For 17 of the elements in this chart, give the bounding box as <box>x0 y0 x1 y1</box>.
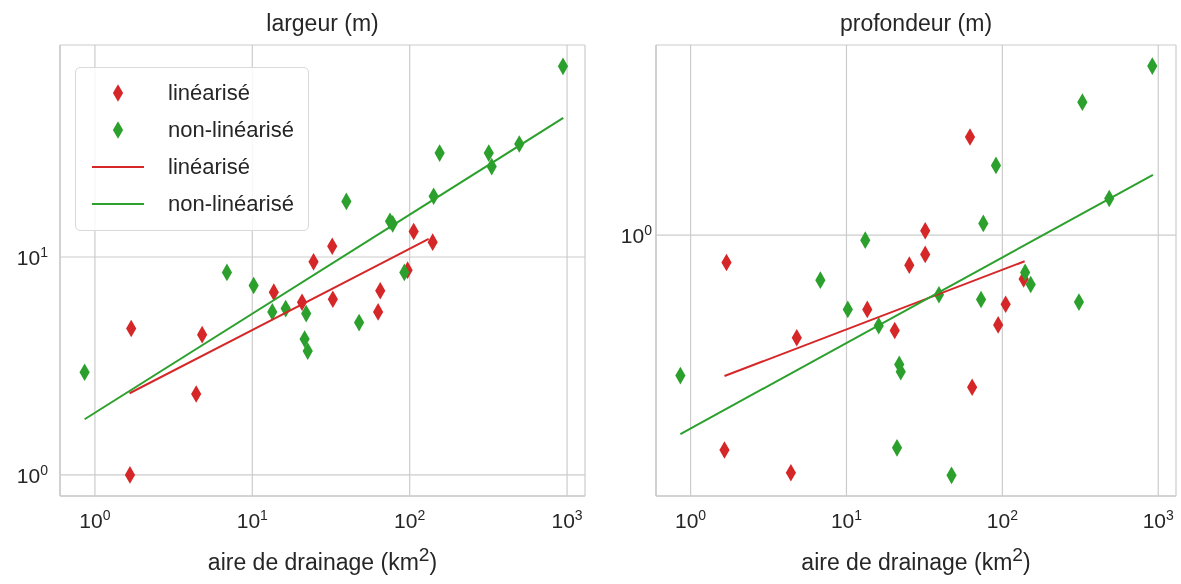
x-tick-label: 10$^{3}$ <box>1142 507 1175 532</box>
chart-title: profondeur (m) <box>838 9 994 38</box>
x-axis-title: aire de drainage (km$^{2}$) <box>206 544 439 576</box>
text: 10$^{0}$ <box>620 222 653 248</box>
x-tick-label: 10$^{2}$ <box>986 507 1019 532</box>
x-axis-title: aire de drainage (km$^{2}$) <box>800 544 1032 576</box>
x-tick-label: 10$^{0}$ <box>675 507 707 532</box>
legend-label: linéarisé <box>168 79 250 106</box>
legend-label: non-linéarisé <box>168 190 294 217</box>
x-tick-label: 10$^{1}$ <box>830 507 863 532</box>
legend-label: linéarisé <box>168 153 250 180</box>
x-tick-label: 10$^{0}$ <box>79 507 111 532</box>
x-tick-label: 10$^{3}$ <box>551 507 583 532</box>
x-tick-label: 10$^{2}$ <box>394 507 426 532</box>
x-tick-label: 10$^{1}$ <box>236 507 269 532</box>
chart-title: largeur (m) <box>265 9 380 38</box>
legend-label: non-linéarisé <box>168 116 294 143</box>
